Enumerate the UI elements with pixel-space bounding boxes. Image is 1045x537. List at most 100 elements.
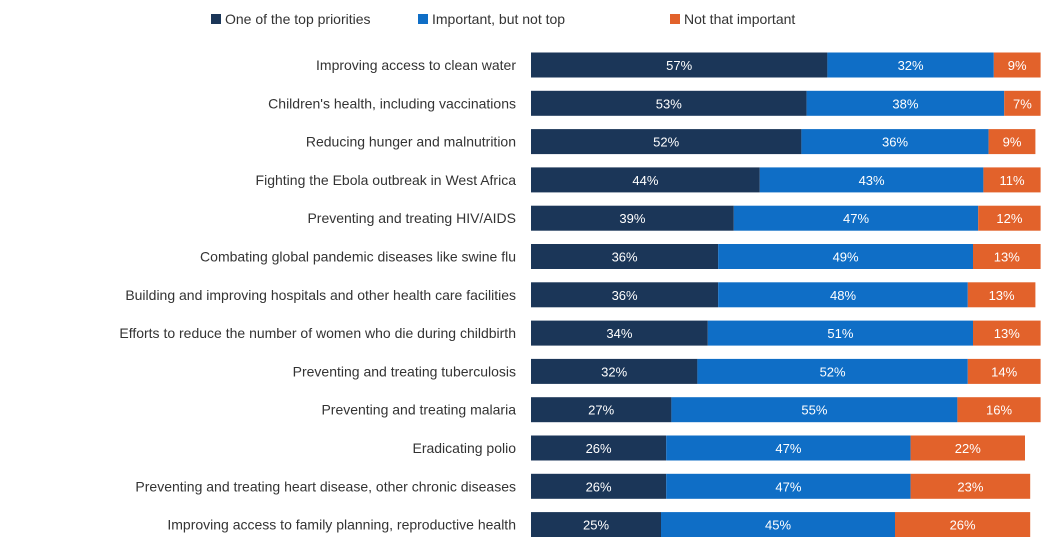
bar-segment-0 xyxy=(531,512,661,537)
bar-segment-0 xyxy=(531,282,719,308)
bar-segment-1 xyxy=(697,358,968,384)
bar-segment-0 xyxy=(531,358,698,384)
bar-segment-2 xyxy=(983,167,1041,193)
value-label: 47% xyxy=(843,211,869,226)
bar-segment-0 xyxy=(531,205,734,231)
bar-segment-0 xyxy=(531,397,672,423)
value-label: 36% xyxy=(612,250,638,265)
bar-segment-2 xyxy=(957,397,1041,423)
value-label: 25% xyxy=(583,518,609,533)
legend-label-1: Important, but not top xyxy=(432,11,565,27)
value-label: 47% xyxy=(775,479,801,494)
bar-segment-2 xyxy=(967,358,1041,384)
value-label: 38% xyxy=(892,96,918,111)
category-label: Children's health, including vaccination… xyxy=(268,95,516,111)
value-label: 57% xyxy=(666,58,692,73)
legend-swatch-1 xyxy=(418,14,428,24)
value-label: 55% xyxy=(801,403,827,418)
bar-row: 27% 55% 16% xyxy=(531,397,1041,423)
bar-segment-0 xyxy=(531,320,708,346)
category-label: Preventing and treating HIV/AIDS xyxy=(307,210,516,226)
value-label: 26% xyxy=(586,479,612,494)
bar-segment-0 xyxy=(531,473,667,499)
value-label: 43% xyxy=(859,173,885,188)
bar-segment-1 xyxy=(718,282,968,308)
category-label: Preventing and treating malaria xyxy=(321,402,516,418)
category-label: Preventing and treating heart disease, o… xyxy=(135,478,516,494)
value-label: 48% xyxy=(830,288,856,303)
category-label: Eradicating polio xyxy=(412,440,516,456)
value-label: 45% xyxy=(765,518,791,533)
bar-segment-2 xyxy=(910,435,1025,461)
bar-row: 36% 48% 13% xyxy=(531,282,1036,308)
bar-row: 36% 49% 13% xyxy=(531,244,1041,269)
value-label: 36% xyxy=(882,135,908,150)
bar-row: 44% 43% 11% xyxy=(531,167,1041,193)
category-label: Fighting the Ebola outbreak in West Afri… xyxy=(256,172,517,188)
value-label: 32% xyxy=(898,58,924,73)
bar-segment-0 xyxy=(531,90,807,116)
bar-segment-1 xyxy=(661,512,895,537)
bar-segment-2 xyxy=(910,473,1031,499)
value-label: 47% xyxy=(775,441,801,456)
bar-segment-2 xyxy=(967,282,1036,308)
category-label: Preventing and treating tuberculosis xyxy=(293,363,516,379)
bar-segment-0 xyxy=(531,52,828,78)
bar-segment-1 xyxy=(718,244,973,269)
value-label: 52% xyxy=(653,135,679,150)
bar-segment-0 xyxy=(531,435,667,461)
category-label: Efforts to reduce the number of women wh… xyxy=(119,325,516,341)
value-label: 14% xyxy=(991,364,1017,379)
category-labels: Improving access to clean water Children'… xyxy=(119,57,516,533)
bar-segment-1 xyxy=(733,205,979,231)
bar-row: 32% 52% 14% xyxy=(531,358,1041,384)
value-label: 36% xyxy=(612,288,638,303)
bar-segment-1 xyxy=(827,52,994,78)
legend-swatch-0 xyxy=(211,14,221,24)
value-label: 23% xyxy=(957,479,983,494)
value-label: 39% xyxy=(619,211,645,226)
legend: One of the top priorities Important, but … xyxy=(211,11,795,27)
value-label: 26% xyxy=(950,518,976,533)
value-label: 32% xyxy=(601,364,627,379)
bar-segment-1 xyxy=(759,167,984,193)
value-label: 27% xyxy=(588,403,614,418)
value-label: 34% xyxy=(606,326,632,341)
value-label: 52% xyxy=(820,364,846,379)
value-label: 53% xyxy=(656,96,682,111)
legend-item-1: Important, but not top xyxy=(418,11,565,27)
bar-segment-0 xyxy=(531,167,760,193)
bar-row: 26% 47% 23% xyxy=(531,473,1031,499)
bar-row: 34% 51% 13% xyxy=(531,320,1041,346)
bar-segment-2 xyxy=(993,52,1041,78)
bar-segment-0 xyxy=(531,129,802,155)
bar-segment-1 xyxy=(666,435,911,461)
value-label: 9% xyxy=(1008,58,1027,73)
bar-row: 39% 47% 12% xyxy=(531,205,1041,231)
legend-label-0: One of the top priorities xyxy=(225,11,371,27)
category-label: Reducing hunger and malnutrition xyxy=(306,134,516,150)
bar-segment-1 xyxy=(666,473,911,499)
value-label: 11% xyxy=(999,173,1024,188)
legend-item-0: One of the top priorities xyxy=(211,11,371,27)
legend-item-2: Not that important xyxy=(670,11,795,27)
category-label: Combating global pandemic diseases like … xyxy=(200,249,516,265)
bar-segment-2 xyxy=(973,320,1041,346)
value-label: 49% xyxy=(833,250,859,265)
value-label: 44% xyxy=(632,173,658,188)
bar-segment-1 xyxy=(801,129,989,155)
value-label: 12% xyxy=(996,211,1022,226)
category-label: Improving access to clean water xyxy=(316,57,516,73)
bars: 57% 32% 9% 53% 38% 7% 52% 36% 9% 44% 43% 11% 39% 47% 1… xyxy=(531,52,1041,537)
bar-segment-2 xyxy=(988,129,1036,155)
bar-segment-2 xyxy=(973,244,1041,269)
bar-segment-2 xyxy=(895,512,1031,537)
bar-row: 26% 47% 22% xyxy=(531,435,1025,461)
category-label: Improving access to family planning, rep… xyxy=(167,517,516,533)
value-label: 9% xyxy=(1003,135,1022,150)
value-label: 51% xyxy=(827,326,853,341)
bar-segment-1 xyxy=(707,320,973,346)
bar-row: 53% 38% 7% xyxy=(531,90,1041,116)
value-label: 16% xyxy=(986,403,1012,418)
